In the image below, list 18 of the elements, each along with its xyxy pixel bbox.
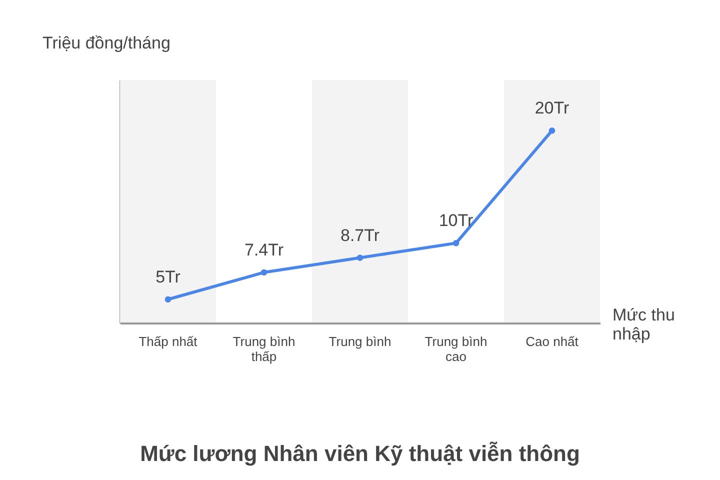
point: [164, 296, 172, 303]
x-axis-title: Mức thu nhập: [612, 306, 675, 344]
point: [356, 254, 364, 261]
text: Mức lương Nhân viên Kỹ thuật viễn thông: [140, 441, 580, 466]
point: [452, 240, 460, 246]
y-axis-title: Triệu đồng/tháng: [42, 34, 170, 52]
x-tick-label: Trung bình: [328, 334, 392, 349]
x-tick-label: Cao nhất: [526, 334, 579, 349]
point: [260, 269, 268, 276]
x-tick-label: Trung bình thấp: [232, 334, 296, 364]
x-tick-label: Thấp nhất: [138, 334, 198, 349]
data-label: 7.4Tr: [244, 240, 284, 260]
data-label: 20Tr: [534, 98, 570, 118]
data-label: 5Tr: [156, 267, 181, 286]
point: [548, 127, 556, 134]
x-tick-label: Trung bình cao: [424, 334, 488, 364]
data-label: 10Tr: [438, 211, 474, 230]
data-label: 8.7Tr: [340, 226, 380, 245]
